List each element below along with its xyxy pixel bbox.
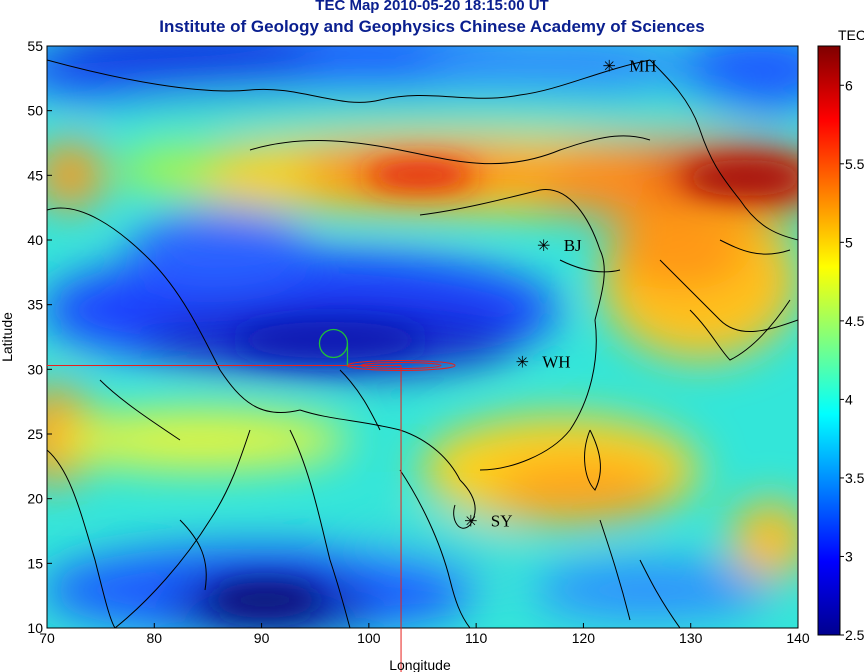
y-tick-label: 10 bbox=[27, 620, 43, 636]
x-tick-label: 80 bbox=[146, 630, 162, 646]
x-tick-label: 130 bbox=[679, 630, 703, 646]
station-mh: ✳ MH bbox=[602, 56, 656, 75]
station-label: MH bbox=[629, 56, 656, 75]
y-tick-label: 40 bbox=[27, 232, 43, 248]
x-tick-label: 120 bbox=[572, 630, 596, 646]
station-label: WH bbox=[542, 353, 570, 372]
x-tick-label: 140 bbox=[786, 630, 810, 646]
y-axis-title: Latitude bbox=[0, 312, 15, 362]
station-label: BJ bbox=[564, 236, 582, 255]
x-tick-label: 100 bbox=[357, 630, 381, 646]
colorbar: TEC 6 5.5 5 4.5 4 3.5 3 2.5 bbox=[817, 27, 864, 643]
y-tick-label: 35 bbox=[27, 297, 43, 313]
x-axis-title: Longitude bbox=[389, 657, 451, 672]
station-sy: ✳ SY bbox=[464, 512, 512, 531]
station-star-icon: ✳ bbox=[537, 236, 550, 255]
y-tick-label: 20 bbox=[27, 491, 43, 507]
crosshair-ellipse-inner bbox=[360, 361, 442, 369]
map-title: TEC Map 2010-05-20 18:15:00 UT bbox=[315, 0, 549, 14]
y-tick-label: 45 bbox=[27, 167, 43, 183]
y-tick-label: 15 bbox=[27, 555, 43, 571]
colorbar-tick-label: 3 bbox=[845, 548, 853, 564]
x-tick-label: 110 bbox=[465, 630, 488, 646]
colorbar-tick-label: 4 bbox=[845, 391, 853, 407]
coastline-overlay bbox=[47, 59, 798, 628]
y-tick-label: 55 bbox=[27, 38, 43, 54]
colorbar-tick-label: 5.5 bbox=[845, 156, 864, 172]
station-wh: ✳ WH bbox=[516, 353, 571, 372]
location-marker[interactable] bbox=[47, 328, 456, 672]
colorbar-ticks: 6 5.5 5 4.5 4 3.5 3 2.5 bbox=[840, 77, 864, 643]
station-star-icon: ✳ bbox=[602, 56, 615, 75]
colorbar-tick-label: 5 bbox=[845, 234, 853, 250]
colorbar-tick-label: 6 bbox=[845, 77, 853, 93]
colorbar-title: TEC bbox=[838, 27, 864, 43]
station-star-icon: ✳ bbox=[516, 353, 529, 372]
y-axis-ticks: 10 15 20 25 30 35 40 45 50 55 bbox=[27, 38, 52, 636]
colorbar-gradient bbox=[817, 45, 841, 636]
station-bj: ✳ BJ bbox=[537, 236, 582, 255]
y-tick-label: 25 bbox=[27, 426, 43, 442]
station-star-icon: ✳ bbox=[464, 512, 477, 531]
station-markers: ✳ MH ✳ BJ ✳ WH ✳ SY bbox=[464, 56, 657, 530]
station-label: SY bbox=[491, 512, 513, 531]
x-axis-ticks: 70 80 90 100 110 120 130 140 bbox=[39, 623, 810, 646]
colorbar-tick-label: 2.5 bbox=[845, 627, 864, 643]
plot-frame bbox=[46, 45, 799, 629]
colorbar-tick-label: 3.5 bbox=[845, 470, 864, 486]
x-tick-label: 70 bbox=[39, 630, 55, 646]
colorbar-tick-label: 4.5 bbox=[845, 313, 864, 329]
x-tick-label: 90 bbox=[254, 630, 270, 646]
y-tick-label: 50 bbox=[27, 103, 43, 119]
y-tick-label: 30 bbox=[27, 361, 43, 377]
map-subtitle: Institute of Geology and Geophysics Chin… bbox=[159, 17, 705, 36]
